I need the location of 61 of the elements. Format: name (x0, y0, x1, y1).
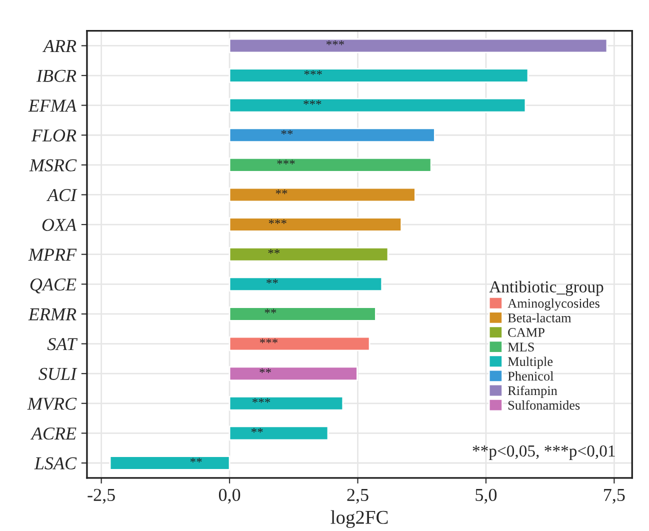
x-tick-label: -2,5 (88, 488, 115, 504)
data-label: *** (304, 100, 322, 105)
data-label: *** (252, 398, 270, 403)
x-tick-label: 5,0 (476, 488, 497, 504)
y-tick-label: ERMR (28, 308, 76, 320)
legend-label: Phenicol (508, 371, 554, 381)
data-label: ** (264, 308, 276, 314)
y-tick-label: IBCR (36, 70, 76, 82)
legend-label: Rifampin (508, 386, 558, 398)
y-tick-label: SULI (38, 368, 78, 380)
y-tick-label: SAT (47, 338, 78, 350)
y-tick-label: OXA (42, 218, 77, 231)
bar (228, 158, 432, 172)
data-label: ** (276, 190, 288, 194)
data-label: *** (268, 219, 286, 224)
y-tick-label: ACRE (30, 428, 76, 440)
annotation: **p<0,05, ***p<0,01 (472, 445, 615, 460)
data-label: ** (266, 278, 278, 284)
bar (228, 276, 383, 292)
bar (228, 187, 416, 202)
bar (228, 38, 608, 54)
y-tick-label: EFMA (28, 100, 77, 112)
bar (109, 456, 230, 470)
data-label: *** (326, 40, 344, 46)
legend-label: Multiple (508, 356, 553, 369)
x-axis-title: log2FC (330, 510, 388, 528)
legend-label: Beta-lactam (508, 313, 572, 322)
data-label: ** (190, 458, 202, 462)
bar (228, 98, 526, 113)
y-tick-label: MVRC (27, 398, 77, 410)
bar (228, 246, 389, 262)
data-label: *** (277, 160, 295, 164)
legend-label: MLS (508, 342, 534, 352)
data-label: ** (281, 130, 293, 135)
bar (228, 128, 436, 143)
bar (228, 306, 376, 322)
bar (228, 366, 358, 381)
bar (228, 68, 529, 83)
data-label: *** (260, 338, 278, 344)
bar (228, 426, 329, 441)
y-tick-label: ACI (46, 189, 78, 202)
x-tick-label: 2,5 (347, 488, 368, 504)
bar (228, 217, 402, 232)
data-label: *** (304, 70, 322, 75)
y-tick-label: ARR (42, 40, 76, 52)
data-label: ** (260, 368, 271, 373)
y-tick-label: QACE (30, 278, 76, 294)
y-tick-label: LSAC (34, 457, 77, 470)
x-tick-label: 0,0 (218, 488, 240, 504)
legend-label: Aminoglycosides (508, 298, 600, 310)
data-label: ** (251, 428, 263, 433)
y-tick-label: MPRF (28, 248, 77, 261)
legend-label: CAMP (508, 328, 544, 337)
x-tick-label: 7,5 (604, 489, 625, 504)
bar (228, 396, 344, 411)
y-tick-label: FLOR (31, 129, 76, 142)
legend-label: Sulfonamides (508, 400, 580, 410)
bar (228, 336, 370, 352)
data-label: ** (268, 249, 280, 254)
legend-title: Antibiotic_group (489, 280, 604, 296)
y-tick-label: MSRC (29, 159, 77, 172)
